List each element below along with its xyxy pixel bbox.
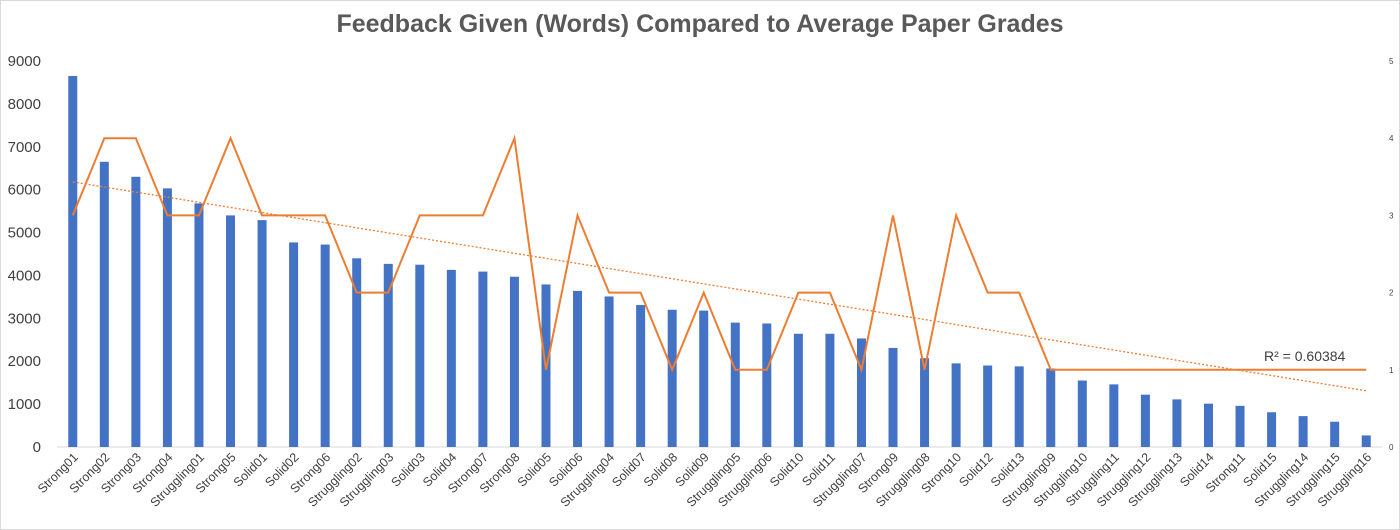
bar-Solid10 xyxy=(793,333,803,447)
x-tick-label: Solid01 xyxy=(231,450,270,489)
y-tick-label: 3000 xyxy=(8,310,41,327)
y2-tick-label: 1 xyxy=(1389,366,1394,375)
y-tick-label: 1000 xyxy=(8,396,41,413)
x-tick-label: Solid03 xyxy=(389,450,428,489)
y2-tick-label: 5 xyxy=(1389,57,1394,66)
bar-Struggling08 xyxy=(920,358,930,447)
x-tick-label: Solid08 xyxy=(641,450,680,489)
bar-Solid12 xyxy=(983,365,993,447)
y2-tick-label: 0 xyxy=(1389,443,1394,452)
bar-Struggling11 xyxy=(1109,384,1119,447)
bar-Solid15 xyxy=(1267,412,1277,447)
x-tick-label: Solid10 xyxy=(767,450,806,489)
bar-Solid02 xyxy=(289,242,299,447)
bar-Struggling14 xyxy=(1298,416,1308,447)
bar-Struggling05 xyxy=(730,322,740,447)
y-tick-label: 2000 xyxy=(8,353,41,370)
bar-Strong03 xyxy=(131,176,141,448)
bar-Struggling04 xyxy=(604,296,614,447)
y-tick-label: 0 xyxy=(33,439,41,456)
bar-Strong01 xyxy=(68,76,78,447)
bar-Strong06 xyxy=(320,244,330,447)
bar-Strong05 xyxy=(226,215,236,447)
bar-Strong11 xyxy=(1235,405,1245,447)
bar-Strong07 xyxy=(478,271,488,447)
x-tick-label: Solid05 xyxy=(515,450,554,489)
x-tick-label: Solid12 xyxy=(956,450,995,489)
trendline-r2-label: R² = 0.60384 xyxy=(1264,348,1346,364)
bar-Struggling15 xyxy=(1330,421,1340,447)
y2-tick-label: 3 xyxy=(1389,211,1394,220)
bar-Solid14 xyxy=(1203,403,1213,447)
bar-Solid01 xyxy=(257,220,267,447)
y-tick-label: 6000 xyxy=(8,182,41,199)
bar-Solid07 xyxy=(636,305,646,447)
bar-Strong09 xyxy=(888,347,898,447)
bar-Struggling01 xyxy=(194,203,204,447)
bar-Solid04 xyxy=(446,269,456,447)
bar-Solid11 xyxy=(825,333,835,447)
bar-Struggling02 xyxy=(352,258,362,447)
y-tick-label: 7000 xyxy=(8,139,41,156)
grade-line xyxy=(71,134,1367,374)
bar-Solid08 xyxy=(667,309,677,447)
bar-Strong04 xyxy=(162,188,172,447)
bar-Struggling13 xyxy=(1172,399,1182,447)
y-tick-label: 9000 xyxy=(8,53,41,70)
chart-title: Feedback Given (Words) Compared to Avera… xyxy=(336,10,1064,38)
bar-Solid03 xyxy=(415,264,425,447)
y-tick-label: 8000 xyxy=(8,96,41,113)
y2-tick-label: 2 xyxy=(1389,289,1394,298)
bar-Struggling12 xyxy=(1140,394,1150,447)
bar-Struggling07 xyxy=(856,338,866,447)
bar-Strong02 xyxy=(99,161,109,448)
bar-Solid09 xyxy=(699,310,709,447)
bar-Strong10 xyxy=(951,363,961,447)
bar-Solid06 xyxy=(573,290,583,447)
trendline xyxy=(72,181,1367,392)
bar-Struggling10 xyxy=(1077,380,1087,447)
bar-Struggling03 xyxy=(383,263,393,447)
bar-Struggling06 xyxy=(762,323,772,447)
y-tick-label: 5000 xyxy=(8,225,41,242)
bar-Solid13 xyxy=(1014,366,1024,447)
y-tick-label: 4000 xyxy=(8,267,41,284)
bar-Struggling09 xyxy=(1046,368,1056,447)
bar-Struggling16 xyxy=(1361,435,1371,447)
x-tick-label: Solid07 xyxy=(609,450,648,489)
bar-Strong08 xyxy=(509,276,519,447)
y2-tick-label: 4 xyxy=(1389,134,1394,143)
